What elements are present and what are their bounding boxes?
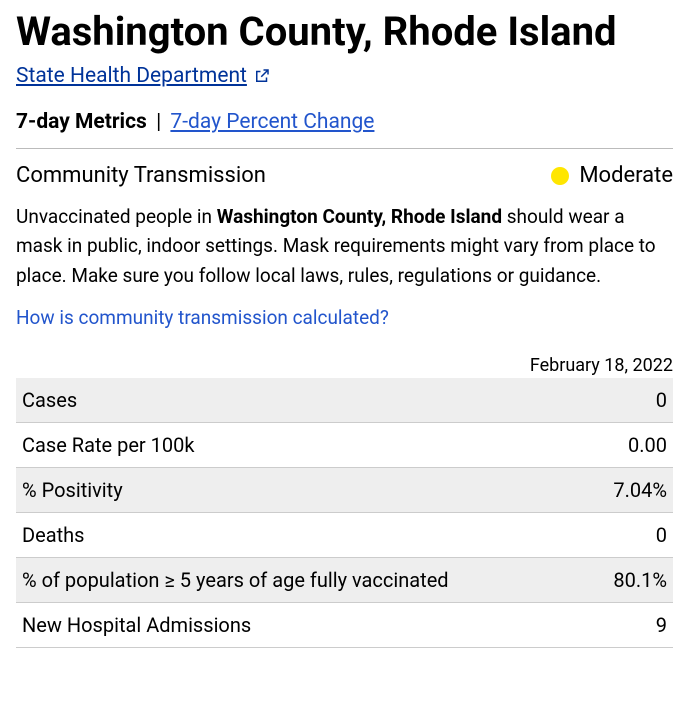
data-date: February 18, 2022: [16, 355, 673, 376]
metric-value: 9: [587, 603, 673, 648]
tab-separator: |: [156, 110, 161, 134]
metric-label: Case Rate per 100k: [16, 423, 587, 468]
transmission-level-text: Moderate: [579, 163, 673, 188]
community-transmission-row: Community Transmission Moderate: [16, 163, 673, 188]
metric-value: 7.04%: [587, 468, 673, 513]
transmission-level-dot: [551, 167, 569, 185]
metric-label: Cases: [16, 378, 587, 423]
metric-value: 80.1%: [587, 558, 673, 603]
metric-label: Deaths: [16, 513, 587, 558]
table-row: % of population ≥ 5 years of age fully v…: [16, 558, 673, 603]
tab-7day-metrics[interactable]: 7-day Metrics: [16, 110, 147, 134]
community-transmission-level: Moderate: [551, 163, 673, 188]
table-row: % Positivity7.04%: [16, 468, 673, 513]
calc-method-link[interactable]: How is community transmission calculated…: [16, 306, 389, 329]
metric-value: 0: [587, 513, 673, 558]
guidance-location: Washington County, Rhode Island: [217, 205, 502, 228]
metric-value: 0.00: [587, 423, 673, 468]
external-link-icon: [253, 67, 271, 85]
state-health-dept-label: State Health Department: [16, 64, 247, 88]
table-row: Cases0: [16, 378, 673, 423]
metric-value: 0: [587, 378, 673, 423]
metric-label: New Hospital Admissions: [16, 603, 587, 648]
guidance-prefix: Unvaccinated people in: [16, 205, 217, 228]
table-row: Case Rate per 100k0.00: [16, 423, 673, 468]
page-title: Washington County, Rhode Island: [16, 8, 673, 56]
metrics-table: Cases0Case Rate per 100k0.00% Positivity…: [16, 378, 673, 648]
state-health-dept-link[interactable]: State Health Department: [16, 64, 271, 88]
metric-label: % of population ≥ 5 years of age fully v…: [16, 558, 587, 603]
community-transmission-label: Community Transmission: [16, 163, 266, 188]
guidance-text: Unvaccinated people in Washington County…: [16, 202, 673, 290]
metrics-tabs: 7-day Metrics | 7-day Percent Change: [16, 110, 673, 149]
tab-7day-percent-change[interactable]: 7-day Percent Change: [170, 110, 374, 134]
table-row: Deaths0: [16, 513, 673, 558]
metric-label: % Positivity: [16, 468, 587, 513]
table-row: New Hospital Admissions9: [16, 603, 673, 648]
